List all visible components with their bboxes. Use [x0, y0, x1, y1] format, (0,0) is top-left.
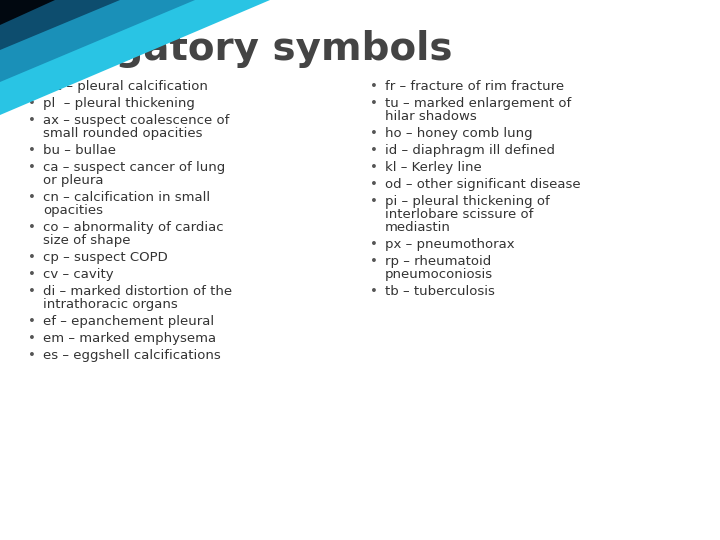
Text: rp – rheumatoid: rp – rheumatoid: [385, 255, 491, 268]
Text: •: •: [28, 315, 36, 328]
Text: •: •: [28, 161, 36, 174]
Text: •: •: [370, 195, 378, 208]
Text: •: •: [370, 238, 378, 251]
Text: •: •: [370, 80, 378, 93]
Text: intrathoracic organs: intrathoracic organs: [43, 298, 178, 311]
Text: opacities: opacities: [43, 204, 103, 217]
Text: •: •: [28, 268, 36, 281]
Polygon shape: [0, 0, 270, 115]
Text: px – pneumothorax: px – pneumothorax: [385, 238, 515, 251]
Text: •: •: [370, 144, 378, 157]
Text: pneumoconiosis: pneumoconiosis: [385, 268, 493, 281]
Text: tb – tuberculosis: tb – tuberculosis: [385, 285, 495, 298]
Text: •: •: [28, 349, 36, 362]
Text: ca – suspect cancer of lung: ca – suspect cancer of lung: [43, 161, 225, 174]
Text: pi – pleural thickening of: pi – pleural thickening of: [385, 195, 550, 208]
Text: •: •: [28, 332, 36, 345]
Text: cn – calcification in small: cn – calcification in small: [43, 191, 210, 204]
Polygon shape: [0, 0, 195, 82]
Text: mediastin: mediastin: [385, 221, 451, 234]
Text: •: •: [370, 255, 378, 268]
Text: es – eggshell calcifications: es – eggshell calcifications: [43, 349, 221, 362]
Text: em – marked emphysema: em – marked emphysema: [43, 332, 216, 345]
Text: •: •: [28, 114, 36, 127]
Text: or pleura: or pleura: [43, 174, 104, 187]
Text: ef – epanchement pleural: ef – epanchement pleural: [43, 315, 214, 328]
Text: cp – suspect COPD: cp – suspect COPD: [43, 251, 168, 264]
Text: di – marked distortion of the: di – marked distortion of the: [43, 285, 232, 298]
Text: •: •: [28, 144, 36, 157]
Text: •: •: [28, 251, 36, 264]
Text: cv – cavity: cv – cavity: [43, 268, 114, 281]
Text: •: •: [370, 285, 378, 298]
Text: •: •: [370, 178, 378, 191]
Polygon shape: [0, 0, 120, 50]
Text: fr – fracture of rim fracture: fr – fracture of rim fracture: [385, 80, 564, 93]
Text: •: •: [28, 97, 36, 110]
Text: interlobare scissure of: interlobare scissure of: [385, 208, 534, 221]
Text: id – diaphragm ill defined: id – diaphragm ill defined: [385, 144, 555, 157]
Text: Plc – pleural calcification: Plc – pleural calcification: [43, 80, 208, 93]
Text: tu – marked enlargement of: tu – marked enlargement of: [385, 97, 571, 110]
Text: kl – Kerley line: kl – Kerley line: [385, 161, 482, 174]
Text: hilar shadows: hilar shadows: [385, 110, 477, 123]
Text: pl  – pleural thickening: pl – pleural thickening: [43, 97, 195, 110]
Text: co – abnormality of cardiac: co – abnormality of cardiac: [43, 221, 224, 234]
Text: bu – bullae: bu – bullae: [43, 144, 116, 157]
Text: •: •: [28, 191, 36, 204]
Text: •: •: [28, 285, 36, 298]
Text: od – other significant disease: od – other significant disease: [385, 178, 580, 191]
Text: size of shape: size of shape: [43, 234, 130, 247]
Text: •: •: [370, 161, 378, 174]
Text: ax – suspect coalescence of: ax – suspect coalescence of: [43, 114, 230, 127]
Text: •: •: [28, 80, 36, 93]
Polygon shape: [0, 0, 55, 25]
Text: small rounded opacities: small rounded opacities: [43, 127, 202, 140]
Text: •: •: [28, 221, 36, 234]
Text: Obligatory symbols: Obligatory symbols: [28, 30, 452, 68]
Text: •: •: [370, 127, 378, 140]
Text: ho – honey comb lung: ho – honey comb lung: [385, 127, 533, 140]
Text: •: •: [370, 97, 378, 110]
